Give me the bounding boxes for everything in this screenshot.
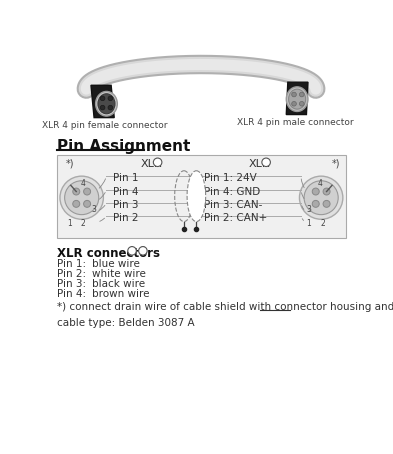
Text: Pin 3: CAN-: Pin 3: CAN- (204, 200, 263, 210)
Polygon shape (91, 85, 114, 118)
Circle shape (323, 200, 330, 207)
Text: Pin 1:: Pin 1: (57, 259, 86, 269)
Circle shape (84, 200, 91, 207)
Bar (57, 154, 346, 238)
Circle shape (299, 101, 304, 106)
Circle shape (323, 188, 330, 195)
Text: 1: 1 (307, 219, 311, 228)
Text: *): *) (332, 158, 340, 168)
Text: 2: 2 (155, 158, 160, 167)
Text: length 1,0m: length 1,0m (174, 60, 228, 69)
Text: 3: 3 (306, 205, 311, 214)
Text: Pin 2: Pin 2 (113, 213, 138, 223)
Text: blue wire: blue wire (92, 259, 140, 269)
Text: XLR: XLR (141, 159, 162, 169)
Circle shape (128, 247, 136, 255)
Text: black wire: black wire (92, 279, 145, 289)
Circle shape (292, 92, 296, 97)
Circle shape (292, 101, 296, 106)
Circle shape (312, 200, 319, 207)
Text: Pin 4:: Pin 4: (57, 289, 86, 299)
Circle shape (100, 105, 105, 110)
Circle shape (139, 247, 147, 255)
Ellipse shape (286, 87, 308, 112)
Text: Pin Assignment: Pin Assignment (57, 139, 190, 154)
Text: cable type: Belden 3087 A: cable type: Belden 3087 A (57, 318, 195, 328)
Circle shape (64, 181, 99, 215)
Text: brown wire: brown wire (92, 289, 149, 299)
Text: XLR 4 pin male connector: XLR 4 pin male connector (237, 118, 354, 127)
Circle shape (299, 176, 343, 219)
Text: Pin 4: Pin 4 (113, 187, 138, 197)
Text: *): *) (65, 158, 74, 168)
Text: Pin 2:: Pin 2: (57, 269, 86, 279)
Text: 3: 3 (92, 205, 97, 214)
Circle shape (108, 96, 113, 101)
Text: XLR connectors: XLR connectors (57, 247, 160, 260)
Circle shape (73, 188, 80, 195)
Circle shape (299, 92, 304, 97)
Ellipse shape (187, 171, 206, 222)
Circle shape (60, 176, 103, 219)
Polygon shape (286, 82, 308, 114)
Text: Pin 2: CAN+: Pin 2: CAN+ (204, 213, 267, 223)
Text: XLR: XLR (249, 159, 271, 169)
Circle shape (312, 188, 319, 195)
Ellipse shape (98, 94, 115, 114)
Circle shape (73, 200, 80, 207)
Text: white wire: white wire (92, 269, 146, 279)
Circle shape (262, 158, 270, 167)
Circle shape (153, 158, 162, 167)
Circle shape (108, 105, 113, 110)
Circle shape (304, 181, 338, 215)
Circle shape (100, 96, 105, 101)
Text: *) connect drain wire of cable shield with connector housing and pin 4: *) connect drain wire of cable shield wi… (57, 302, 393, 312)
Text: 1: 1 (264, 158, 268, 167)
Text: 2: 2 (141, 247, 145, 255)
Ellipse shape (288, 89, 306, 109)
Text: 2: 2 (320, 219, 325, 228)
Text: 1: 1 (67, 219, 72, 228)
Text: Pin 3:: Pin 3: (57, 279, 86, 289)
Text: 4: 4 (317, 179, 322, 188)
Text: 4: 4 (81, 179, 86, 188)
Text: Pin 3: Pin 3 (113, 200, 138, 210)
Text: Pin 4: GND: Pin 4: GND (204, 187, 261, 197)
Text: 2: 2 (81, 219, 86, 228)
Text: XLR 4 pin female connector: XLR 4 pin female connector (42, 121, 168, 130)
Ellipse shape (95, 91, 118, 116)
Text: 1: 1 (130, 247, 134, 255)
Circle shape (84, 188, 91, 195)
Text: Pin 1: 24V: Pin 1: 24V (204, 173, 257, 183)
Text: Pin 1: Pin 1 (113, 173, 138, 183)
